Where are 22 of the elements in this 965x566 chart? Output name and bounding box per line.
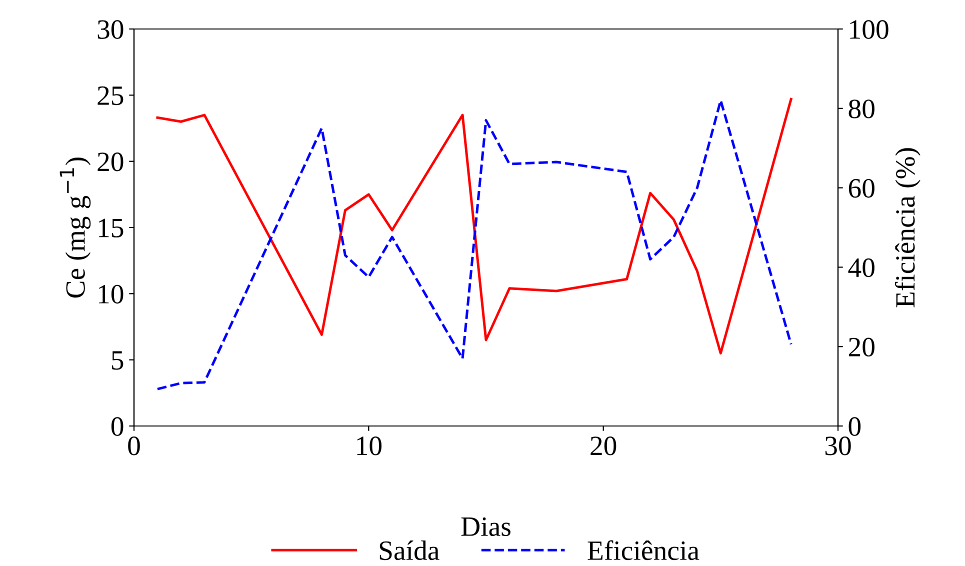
y-tick-label: 5 [112, 351, 124, 370]
y-tick-label: 10 [98, 284, 124, 304]
y2-tick-label: 20 [848, 338, 874, 357]
y2-tick-label: 0 [848, 417, 861, 436]
y-tick-label: 0 [111, 417, 124, 436]
x-tick-label: 30 [825, 436, 851, 456]
y2-tick-label: 60 [848, 178, 874, 198]
x-tick-label: 0 [128, 436, 140, 456]
y2-axis-title: Eficiência (%) [894, 148, 920, 308]
y-tick-label: 15 [98, 218, 124, 238]
y-axis-title: Ce (mg g$^{−1}$) [60, 158, 91, 298]
y2-tick-label: 40 [848, 258, 874, 278]
y-tick-label: 25 [98, 86, 124, 106]
y2-tick-label: 100 [850, 20, 888, 39]
x-tick-label: 10 [357, 436, 382, 456]
y-tick-label: 20 [98, 152, 124, 172]
x-axis-title: Dias [461, 517, 510, 536]
x-tick-label: 20 [590, 436, 616, 456]
legend-label: Eficiência [588, 540, 700, 560]
y2-tick-label: 80 [848, 100, 874, 118]
legend-label: Saída [380, 540, 440, 560]
y-tick-label: 30 [98, 20, 124, 39]
